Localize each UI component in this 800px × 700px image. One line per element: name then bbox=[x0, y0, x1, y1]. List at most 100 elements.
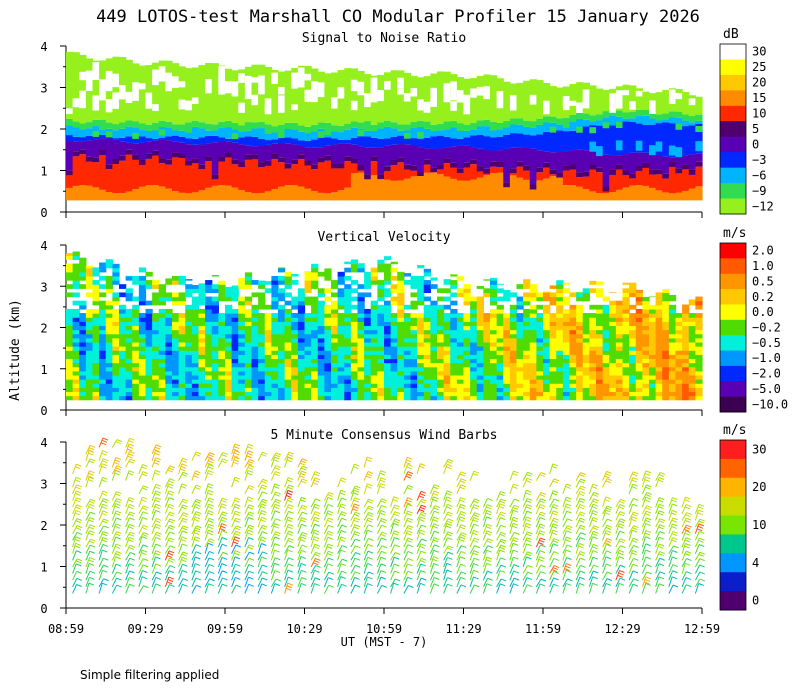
velocity-cell bbox=[688, 333, 696, 339]
snr-gap bbox=[675, 92, 683, 100]
snr-cell bbox=[132, 121, 140, 128]
snr-cell bbox=[668, 117, 677, 124]
wind-barb-flag bbox=[393, 513, 399, 517]
snr-cell bbox=[231, 138, 239, 143]
snr-cell bbox=[304, 126, 312, 134]
snr-gap bbox=[119, 85, 127, 100]
velocity-cell bbox=[138, 387, 147, 393]
velocity-cell bbox=[311, 317, 319, 322]
wind-barb-flag bbox=[287, 532, 293, 536]
velocity-cell bbox=[397, 366, 405, 372]
snr-gap bbox=[417, 99, 425, 111]
velocity-cell bbox=[370, 329, 378, 335]
velocity-cell bbox=[463, 329, 471, 335]
wind-barb-flag bbox=[247, 529, 254, 533]
wind-barb-flag bbox=[102, 476, 108, 480]
snr-cell bbox=[284, 122, 292, 129]
wind-barb bbox=[72, 525, 78, 534]
velocity-cell bbox=[695, 325, 703, 331]
wind-barb bbox=[376, 557, 382, 568]
velocity-cell bbox=[364, 333, 372, 339]
wind-barb-flag bbox=[168, 570, 175, 574]
velocity-cell bbox=[655, 379, 663, 384]
velocity-cell bbox=[615, 304, 624, 310]
velocity-cell bbox=[417, 366, 425, 372]
velocity-cell bbox=[662, 379, 670, 384]
velocity-cell bbox=[79, 379, 87, 384]
snr-cell bbox=[105, 122, 113, 129]
velocity-cell bbox=[92, 267, 100, 269]
velocity-cell bbox=[543, 304, 551, 310]
velocity-cell bbox=[331, 395, 339, 401]
wind-barb-flag bbox=[169, 518, 176, 522]
wind-barb-flag bbox=[301, 467, 307, 471]
velocity-cell bbox=[576, 387, 584, 393]
wind-barb bbox=[456, 556, 461, 568]
velocity-cell bbox=[311, 395, 319, 401]
wind-barb-flag bbox=[194, 536, 201, 540]
snr-cell bbox=[629, 121, 637, 153]
velocity-cell bbox=[549, 317, 557, 322]
snr-cell bbox=[364, 124, 372, 131]
velocity-cell bbox=[509, 308, 518, 314]
velocity-cell bbox=[152, 366, 160, 372]
wind-barb bbox=[323, 571, 330, 581]
velocity-cell bbox=[437, 304, 445, 310]
velocity-cell bbox=[582, 292, 590, 298]
wind-barb-flag bbox=[301, 544, 308, 548]
velocity-cell bbox=[642, 300, 650, 306]
velocity-cell bbox=[390, 379, 398, 384]
colorbar-label: 0.0 bbox=[752, 305, 774, 319]
velocity-cell bbox=[629, 374, 637, 380]
wind-barb-flag bbox=[116, 491, 122, 494]
velocity-cell bbox=[662, 383, 670, 388]
velocity-cell bbox=[576, 346, 584, 351]
velocity-cell bbox=[105, 362, 113, 368]
wind-barb bbox=[350, 552, 356, 561]
velocity-cell bbox=[238, 333, 246, 339]
wind-barb-flag bbox=[394, 537, 400, 540]
velocity-cell bbox=[549, 387, 557, 393]
velocity-cell bbox=[72, 308, 80, 314]
velocity-cell bbox=[549, 292, 557, 298]
velocity-cell bbox=[125, 374, 133, 380]
velocity-cell bbox=[364, 280, 372, 285]
wind-barb-flag bbox=[447, 557, 453, 560]
velocity-cell bbox=[132, 337, 140, 343]
wind-barb bbox=[138, 471, 144, 481]
velocity-cell bbox=[596, 333, 604, 339]
velocity-cell bbox=[450, 329, 458, 335]
velocity-cell bbox=[450, 366, 458, 372]
velocity-cell bbox=[615, 350, 624, 355]
velocity-cell bbox=[165, 350, 173, 355]
velocity-cell bbox=[556, 308, 564, 314]
snr-cell bbox=[152, 185, 160, 201]
velocity-cell bbox=[549, 395, 557, 401]
velocity-cell bbox=[145, 341, 153, 347]
velocity-cell bbox=[337, 317, 345, 322]
snr-cell bbox=[138, 142, 147, 160]
velocity-cell bbox=[291, 346, 299, 351]
snr-cell bbox=[145, 141, 153, 154]
wind-barb-flag bbox=[154, 452, 160, 456]
wind-barb-flag bbox=[129, 503, 135, 507]
velocity-cell bbox=[311, 341, 319, 347]
velocity-cell bbox=[543, 350, 551, 355]
velocity-cell bbox=[569, 308, 577, 314]
colorbar-frame bbox=[719, 43, 747, 215]
velocity-cell bbox=[675, 387, 683, 393]
wind-barb bbox=[429, 537, 435, 548]
wind-barb bbox=[270, 491, 277, 501]
velocity-cell bbox=[596, 325, 604, 331]
wind-barb-flag bbox=[221, 460, 227, 464]
wind-barb bbox=[217, 557, 223, 568]
velocity-cell bbox=[364, 366, 372, 372]
velocity-cell bbox=[556, 329, 564, 335]
wind-barb-flag bbox=[248, 570, 255, 574]
velocity-cell bbox=[92, 337, 100, 343]
velocity-cell bbox=[231, 337, 239, 343]
velocity-cell bbox=[582, 288, 590, 294]
wind-barb bbox=[270, 531, 276, 541]
wind-barb-flag bbox=[432, 519, 439, 522]
velocity-cell bbox=[390, 337, 398, 343]
